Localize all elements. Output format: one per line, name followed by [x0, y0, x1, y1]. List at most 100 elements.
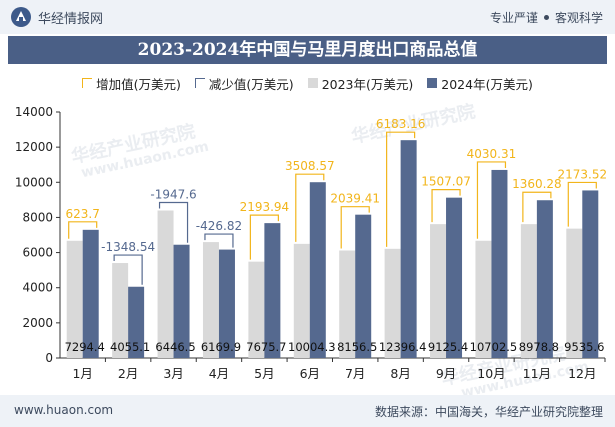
- bar-2023: [520, 224, 537, 358]
- x-tick-label: 2月: [118, 366, 138, 381]
- decrease-bracket-icon: [194, 78, 205, 88]
- change-value-label: 2173.52: [557, 167, 607, 181]
- legend-2023: 2023年(万美元): [307, 74, 414, 92]
- y-tick-label: 14000: [15, 105, 53, 119]
- decrease-bracket: [113, 254, 143, 285]
- change-value-label: 623.7: [66, 207, 100, 221]
- value-label-2024: 12396.4: [379, 340, 427, 354]
- separator-dot-icon: [543, 15, 549, 20]
- bar-2023: [202, 242, 219, 358]
- x-tick-label: 4月: [209, 366, 229, 381]
- x-tick-label: 11月: [523, 366, 551, 381]
- chart-legend: 增加值(万美元) 减少值(万美元) 2023年(万美元) 2024年(万美元): [0, 74, 615, 92]
- increase-bracket: [386, 131, 416, 247]
- bar-2023: [157, 210, 174, 358]
- increase-bracket: [431, 189, 461, 223]
- brand: 华经情报网: [10, 6, 103, 28]
- value-label-2024: 6169.9: [201, 340, 241, 354]
- bar-2023: [248, 261, 265, 358]
- bar-2023: [66, 240, 83, 358]
- x-tick-label: 3月: [163, 366, 183, 381]
- bar-2023: [293, 243, 310, 358]
- y-tick-label: 4000: [22, 281, 53, 295]
- change-value-label: -426.82: [196, 219, 242, 233]
- series-2023-swatch: [307, 78, 318, 88]
- bar-2024: [82, 229, 99, 358]
- y-tick-label: 0: [45, 351, 53, 365]
- bar-2024: [582, 190, 599, 358]
- y-tick-label: 10000: [15, 175, 53, 189]
- bar-2024: [536, 200, 553, 358]
- increase-bracket: [295, 173, 325, 242]
- x-tick-label: 7月: [345, 366, 365, 381]
- decrease-bracket: [158, 201, 189, 243]
- bar-2023: [430, 224, 447, 358]
- increase-bracket: [340, 206, 370, 249]
- decrease-bracket: [204, 233, 234, 248]
- value-label-2024: 9125.4: [428, 340, 468, 354]
- x-tick-label: 9月: [436, 366, 456, 381]
- change-value-label: -1348.54: [101, 240, 155, 254]
- bar-2024: [218, 249, 235, 358]
- y-tick-label: 8000: [22, 210, 53, 224]
- bar-2024: [491, 169, 508, 358]
- x-tick-label: 10月: [477, 366, 505, 381]
- change-value-label: 1360.28: [512, 177, 562, 191]
- value-label-2024: 7294.4: [65, 340, 105, 354]
- y-tick-label: 12000: [15, 140, 53, 154]
- footer-source: 数据来源：中国海关，华经产业研究院整理: [374, 405, 603, 419]
- bar-2023: [339, 250, 356, 358]
- bar-2023: [384, 248, 401, 358]
- change-value-label: -1947.6: [150, 188, 196, 202]
- bar-2023: [112, 263, 129, 358]
- bar-2024: [128, 286, 145, 358]
- series-2024-swatch: [427, 78, 438, 88]
- increase-bracket: [68, 221, 98, 239]
- tagline: 专业严谨 客观科学: [490, 9, 603, 26]
- x-tick-label: 6月: [300, 366, 320, 381]
- legend-decrease-label: 减少值(万美元): [208, 76, 294, 92]
- value-label-2024: 9535.6: [564, 340, 604, 354]
- change-value-label: 1507.07: [421, 175, 471, 189]
- x-tick-label: 1月: [72, 366, 92, 381]
- legend-2023-label: 2023年(万美元): [321, 76, 414, 92]
- change-value-label: 6183.16: [376, 117, 426, 131]
- value-label-2024: 8156.5: [337, 340, 377, 354]
- increase-bracket: [522, 191, 552, 223]
- bar-chart: 0 2000 4000 6000 8000 10000 12000 14000 623.7 729…: [15, 105, 607, 381]
- legend-2024-label: 2024年(万美元): [441, 76, 533, 92]
- increase-bracket: [567, 181, 597, 227]
- y-tick-label: 2000: [22, 316, 53, 330]
- legend-decrease: 减少值(万美元): [194, 74, 294, 92]
- bar-2024: [400, 140, 417, 358]
- value-label-2024: 10702.5: [470, 340, 518, 354]
- increase-bracket: [249, 214, 279, 260]
- bar-2024: [309, 182, 326, 358]
- bar-2023: [475, 240, 492, 358]
- change-value-label: 3508.57: [285, 159, 335, 173]
- value-label-2024: 10004.3: [288, 340, 336, 354]
- footer-website: www.huaon.com: [14, 403, 114, 417]
- x-tick-label: 12月: [568, 366, 596, 381]
- y-tick-label: 6000: [22, 246, 53, 260]
- increase-bracket: [476, 161, 507, 239]
- value-label-2024: 6446.5: [155, 340, 195, 354]
- increase-bracket-icon: [82, 78, 93, 88]
- bar-2023: [566, 228, 583, 358]
- bar-2024: [355, 214, 372, 358]
- chart-title: 2023-2024年中国与马里月度出口商品总值: [8, 36, 607, 64]
- value-label-2024: 7675.7: [246, 340, 286, 354]
- brand-name: 华经情报网: [38, 11, 104, 27]
- top-bar: 华经情报网 专业严谨 客观科学: [0, 0, 615, 34]
- value-label-2024: 4055.1: [110, 340, 150, 354]
- change-value-label: 4030.31: [467, 147, 517, 161]
- x-tick-label: 5月: [254, 366, 274, 381]
- huajing-logo-icon: [11, 7, 31, 27]
- footer: www.huaon.com 数据来源：中国海关，华经产业研究院整理: [0, 395, 615, 427]
- tagline-1: 专业严谨: [489, 11, 538, 25]
- bar-2024: [264, 223, 281, 358]
- change-value-label: 2193.94: [240, 200, 290, 214]
- legend-2024: 2024年(万美元): [427, 74, 533, 92]
- legend-increase-label: 增加值(万美元): [96, 76, 181, 92]
- change-value-label: 2039.41: [330, 192, 380, 206]
